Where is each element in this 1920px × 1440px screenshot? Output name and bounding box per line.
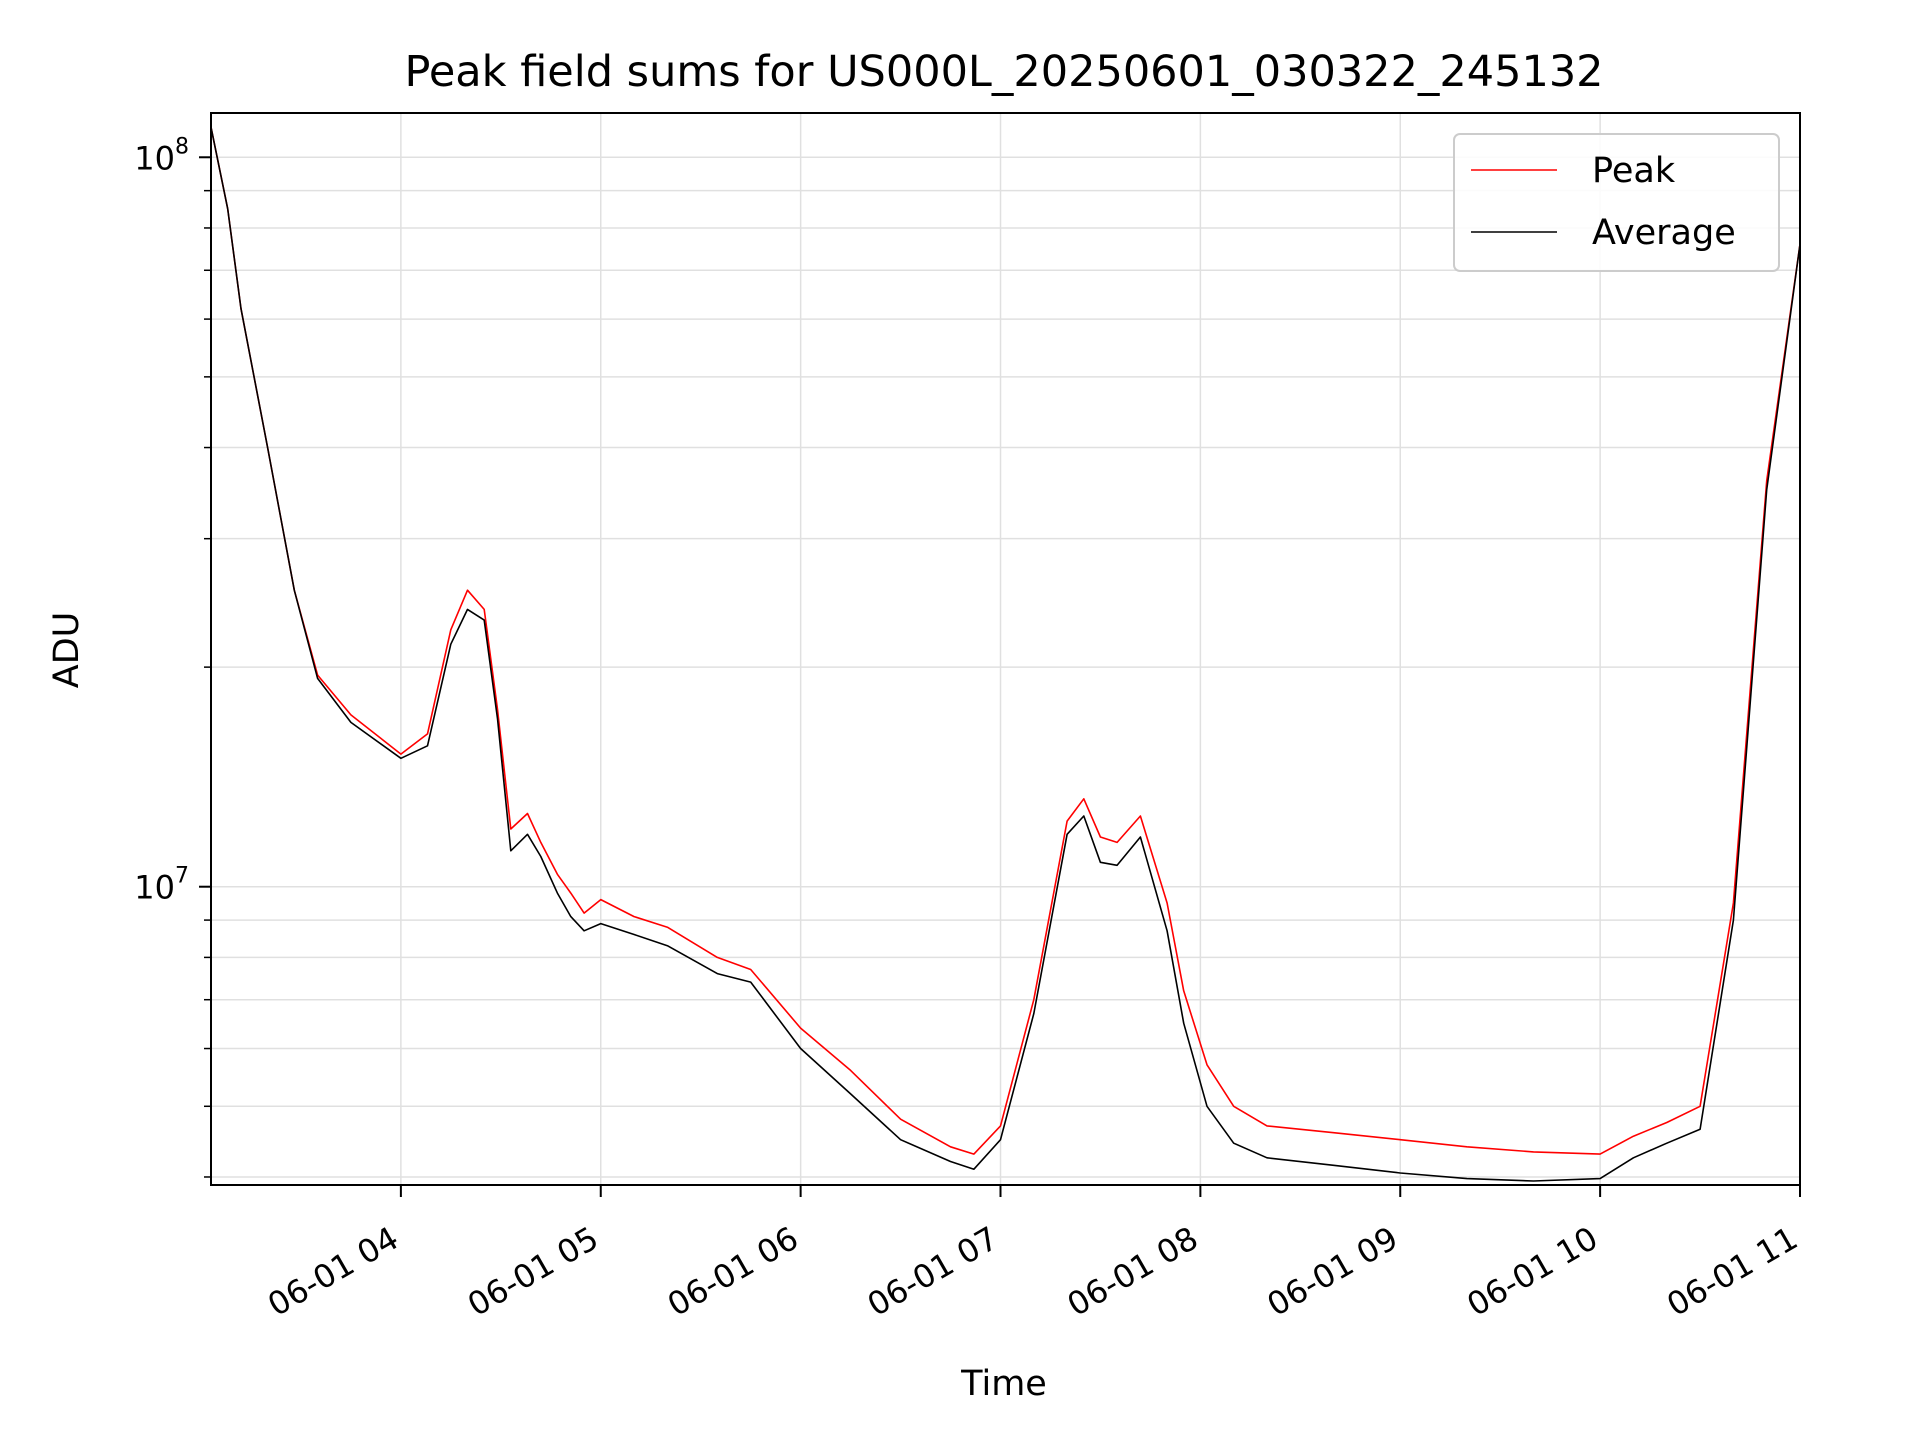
y-tick-label-exponent: 7 <box>175 864 189 889</box>
y-tick-label: 108 <box>134 134 189 177</box>
chart-title: Peak field sums for US000L_20250601_0303… <box>404 47 1603 97</box>
legend-label-peak: Peak <box>1592 151 1676 191</box>
y-tick-label: 107 <box>134 864 189 907</box>
series-line-peak <box>211 126 1800 1155</box>
legend-label-average: Average <box>1592 213 1736 253</box>
y-tick-label-base: 10 <box>134 139 175 177</box>
plot-lines <box>211 126 1800 1182</box>
legend-box <box>1453 133 1780 272</box>
plot-frame <box>210 112 1801 1186</box>
legend: Peak Average <box>1453 133 1780 272</box>
y-axis-label: ADU <box>47 612 87 689</box>
series-line-average <box>211 126 1800 1182</box>
x-axis-label: Time <box>960 1364 1047 1404</box>
y-tick-label-base: 10 <box>134 869 175 907</box>
y-tick-label-exponent: 8 <box>175 134 189 159</box>
